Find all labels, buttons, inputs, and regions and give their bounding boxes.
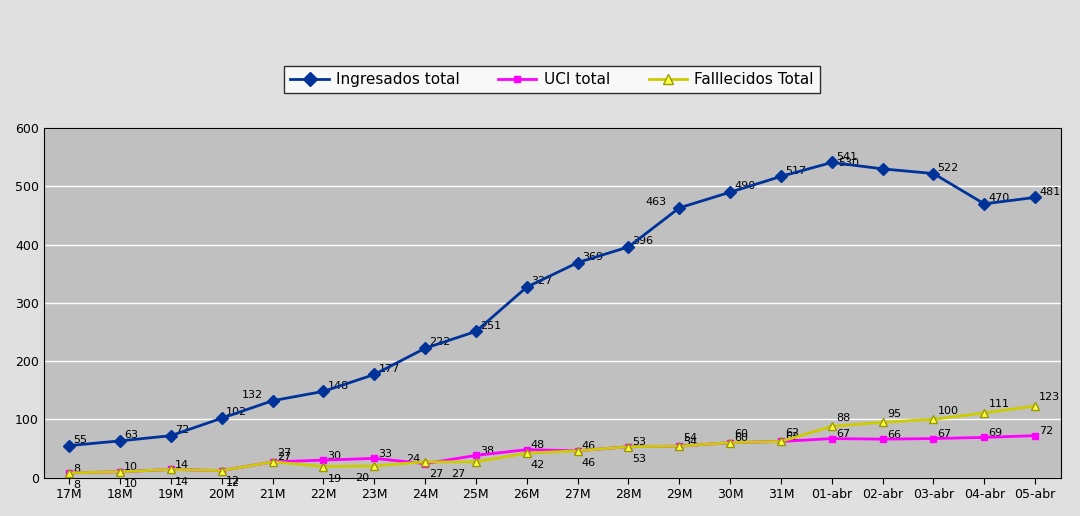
Text: 62: 62 <box>785 428 799 438</box>
Text: 8: 8 <box>73 480 81 490</box>
Text: 481: 481 <box>1039 187 1061 197</box>
Legend: Ingresados total, UCI total, Falllecidos Total: Ingresados total, UCI total, Falllecidos… <box>284 66 820 93</box>
Text: 470: 470 <box>988 193 1010 203</box>
Text: 48: 48 <box>531 440 545 450</box>
Text: 46: 46 <box>582 441 596 452</box>
Text: 14: 14 <box>175 477 189 487</box>
Text: 517: 517 <box>785 166 807 175</box>
Text: 14: 14 <box>175 460 189 470</box>
Text: 111: 111 <box>988 399 1010 409</box>
Text: 148: 148 <box>327 381 349 391</box>
Text: 369: 369 <box>582 252 603 262</box>
Text: 46: 46 <box>582 458 596 468</box>
Text: 12: 12 <box>226 478 240 488</box>
Text: 327: 327 <box>531 277 552 286</box>
Text: 463: 463 <box>646 197 667 207</box>
Text: 54: 54 <box>684 437 698 447</box>
Text: 33: 33 <box>378 449 392 459</box>
Text: 490: 490 <box>734 182 756 191</box>
Text: 30: 30 <box>327 450 341 461</box>
Text: 102: 102 <box>226 408 247 417</box>
Text: 95: 95 <box>887 409 901 418</box>
Text: 10: 10 <box>124 479 138 489</box>
Text: 251: 251 <box>481 320 501 331</box>
Text: 72: 72 <box>175 425 189 435</box>
Text: 522: 522 <box>937 163 959 173</box>
Text: 67: 67 <box>836 429 850 439</box>
Text: 60: 60 <box>734 429 748 439</box>
Text: 8: 8 <box>73 463 81 474</box>
Text: 541: 541 <box>836 152 858 162</box>
Text: 27: 27 <box>276 448 291 458</box>
Text: 67: 67 <box>937 429 951 439</box>
Text: 27: 27 <box>276 453 291 462</box>
Text: 66: 66 <box>887 430 901 440</box>
Text: 20: 20 <box>355 473 369 483</box>
Text: 69: 69 <box>988 428 1002 438</box>
Text: 53: 53 <box>633 454 647 464</box>
Text: 27: 27 <box>451 469 465 479</box>
Text: 24: 24 <box>406 454 420 464</box>
Text: 54: 54 <box>684 432 698 443</box>
Text: 53: 53 <box>633 438 647 447</box>
Text: 42: 42 <box>531 460 545 471</box>
Text: 19: 19 <box>327 474 341 484</box>
Text: 60: 60 <box>734 433 748 443</box>
Text: 55: 55 <box>73 435 87 445</box>
Text: 88: 88 <box>836 413 850 423</box>
Text: 38: 38 <box>481 446 495 456</box>
Text: 72: 72 <box>1039 426 1053 436</box>
Text: 177: 177 <box>378 364 400 374</box>
Text: 62: 62 <box>785 432 799 442</box>
Text: 132: 132 <box>242 390 264 400</box>
Text: 100: 100 <box>937 406 959 416</box>
Text: 222: 222 <box>429 337 450 347</box>
Text: 123: 123 <box>1039 392 1061 402</box>
Text: 396: 396 <box>633 236 653 246</box>
Text: 10: 10 <box>124 462 138 472</box>
Text: 530: 530 <box>838 158 860 168</box>
Text: 12: 12 <box>226 476 240 487</box>
Text: 27: 27 <box>429 469 444 479</box>
Text: 63: 63 <box>124 430 138 440</box>
